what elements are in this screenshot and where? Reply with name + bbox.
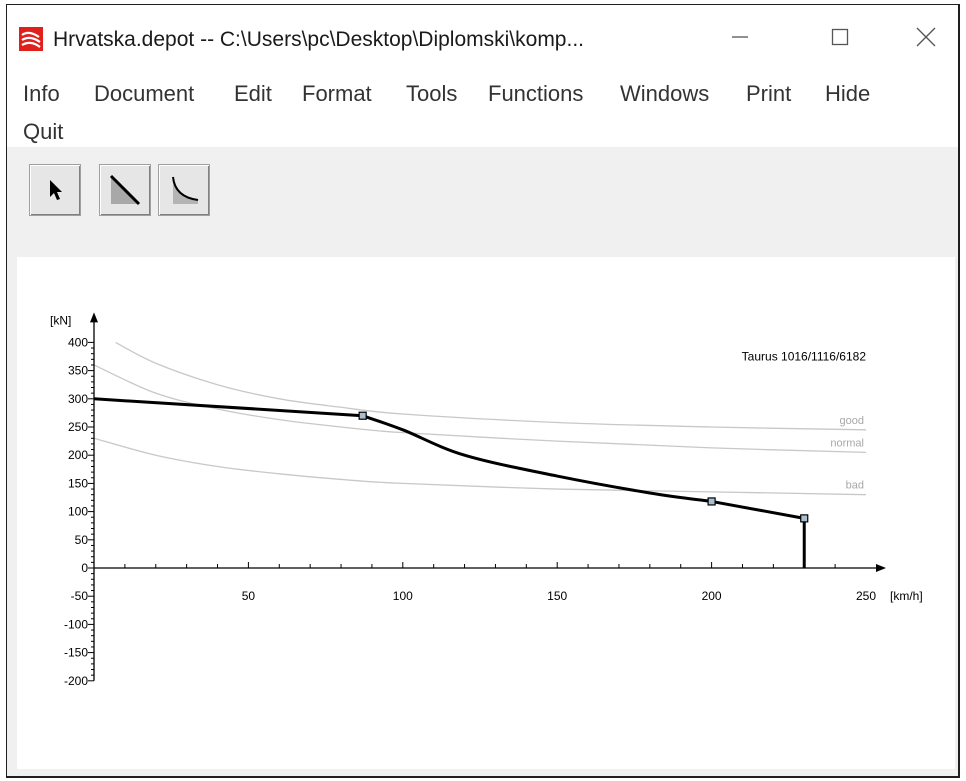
y-axis-arrow (90, 312, 98, 323)
y-tick-label: 200 (68, 448, 88, 462)
x-tick-label: 200 (702, 589, 722, 603)
x-axis-arrow (876, 564, 886, 572)
curve-control-point (358, 411, 367, 420)
x-tick-label: 50 (242, 589, 256, 603)
reference-curve-bad (93, 437, 867, 496)
traction-force-curve (93, 397, 806, 568)
y-tick-label: 0 (81, 561, 88, 575)
reference-curve-label-bad: bad (846, 480, 864, 492)
menu-edit[interactable]: Edit (234, 81, 272, 106)
y-tick-label: 400 (68, 335, 88, 349)
app-window: Hrvatska.depot -- C:\Users\pc\Desktop\Di… (6, 4, 960, 778)
x-tick-label: 100 (393, 589, 413, 603)
select-tool-button[interactable] (29, 164, 81, 216)
reference-curve-normal (93, 364, 867, 454)
y-tick-label: 100 (68, 505, 88, 519)
y-tick-label: 50 (75, 533, 89, 547)
y-tick-label: 350 (68, 364, 88, 378)
x-tick-label: 250 (856, 589, 876, 603)
window-title: Hrvatska.depot -- C:\Users\pc\Desktop\Di… (53, 28, 584, 51)
y-tick-label: 150 (68, 476, 88, 490)
chart-title: Taurus 1016/1116/6182 (742, 349, 867, 363)
close-icon (916, 27, 936, 47)
y-axis-label: [kN] (50, 313, 71, 327)
curve-tool-icon (172, 176, 199, 204)
minimize-button[interactable] (717, 17, 763, 57)
depot-app-icon (19, 27, 43, 51)
maximize-button[interactable] (817, 17, 863, 57)
line-tool-button[interactable] (99, 164, 151, 216)
document-area: good normal bad 50 100 150 200 250 400 350 300 250 2… (7, 253, 958, 776)
menu-print[interactable]: Print (746, 81, 792, 106)
curve-tool-button[interactable] (158, 164, 210, 216)
menu-hide[interactable]: Hide (825, 81, 871, 106)
y-tick-label: 300 (68, 392, 88, 406)
x-tick-label: 150 (547, 589, 567, 603)
line-tool-icon (109, 174, 141, 206)
menu-info[interactable]: Info (23, 81, 60, 106)
menu-tools[interactable]: Tools (406, 81, 458, 106)
toolbar (7, 147, 958, 253)
maximize-icon (831, 28, 849, 46)
reference-curve-good (115, 341, 867, 431)
y-tick-label: 250 (68, 420, 88, 434)
menu-functions[interactable]: Functions (488, 81, 584, 106)
menu-document[interactable]: Document (94, 81, 195, 106)
traction-chart-panel[interactable]: good normal bad 50 100 150 200 250 400 350 300 250 2… (17, 257, 955, 769)
x-axis-label: [km/h] (890, 589, 923, 603)
reference-curve-label-normal: normal (830, 437, 864, 449)
menu-format[interactable]: Format (302, 81, 372, 106)
title-bar[interactable]: Hrvatska.depot -- C:\Users\pc\Desktop\Di… (7, 5, 958, 77)
y-tick-label: -100 (64, 617, 88, 631)
arrow-pointer-icon (50, 180, 62, 200)
close-button[interactable] (903, 17, 949, 57)
traction-chart: good normal bad 50 100 150 200 250 400 350 300 250 2… (50, 312, 923, 688)
curve-control-point (707, 497, 716, 506)
menu-quit[interactable]: Quit (23, 119, 64, 144)
menu-windows[interactable]: Windows (620, 81, 710, 106)
menu-bar: Info Document Edit Format Tools Function… (7, 77, 958, 149)
y-tick-label: -150 (64, 646, 88, 660)
reference-curve-label-good: good (840, 415, 864, 427)
curve-control-point (800, 514, 809, 523)
minimize-icon (732, 36, 748, 38)
y-tick-label: -50 (71, 589, 89, 603)
y-tick-label: -200 (64, 674, 88, 688)
